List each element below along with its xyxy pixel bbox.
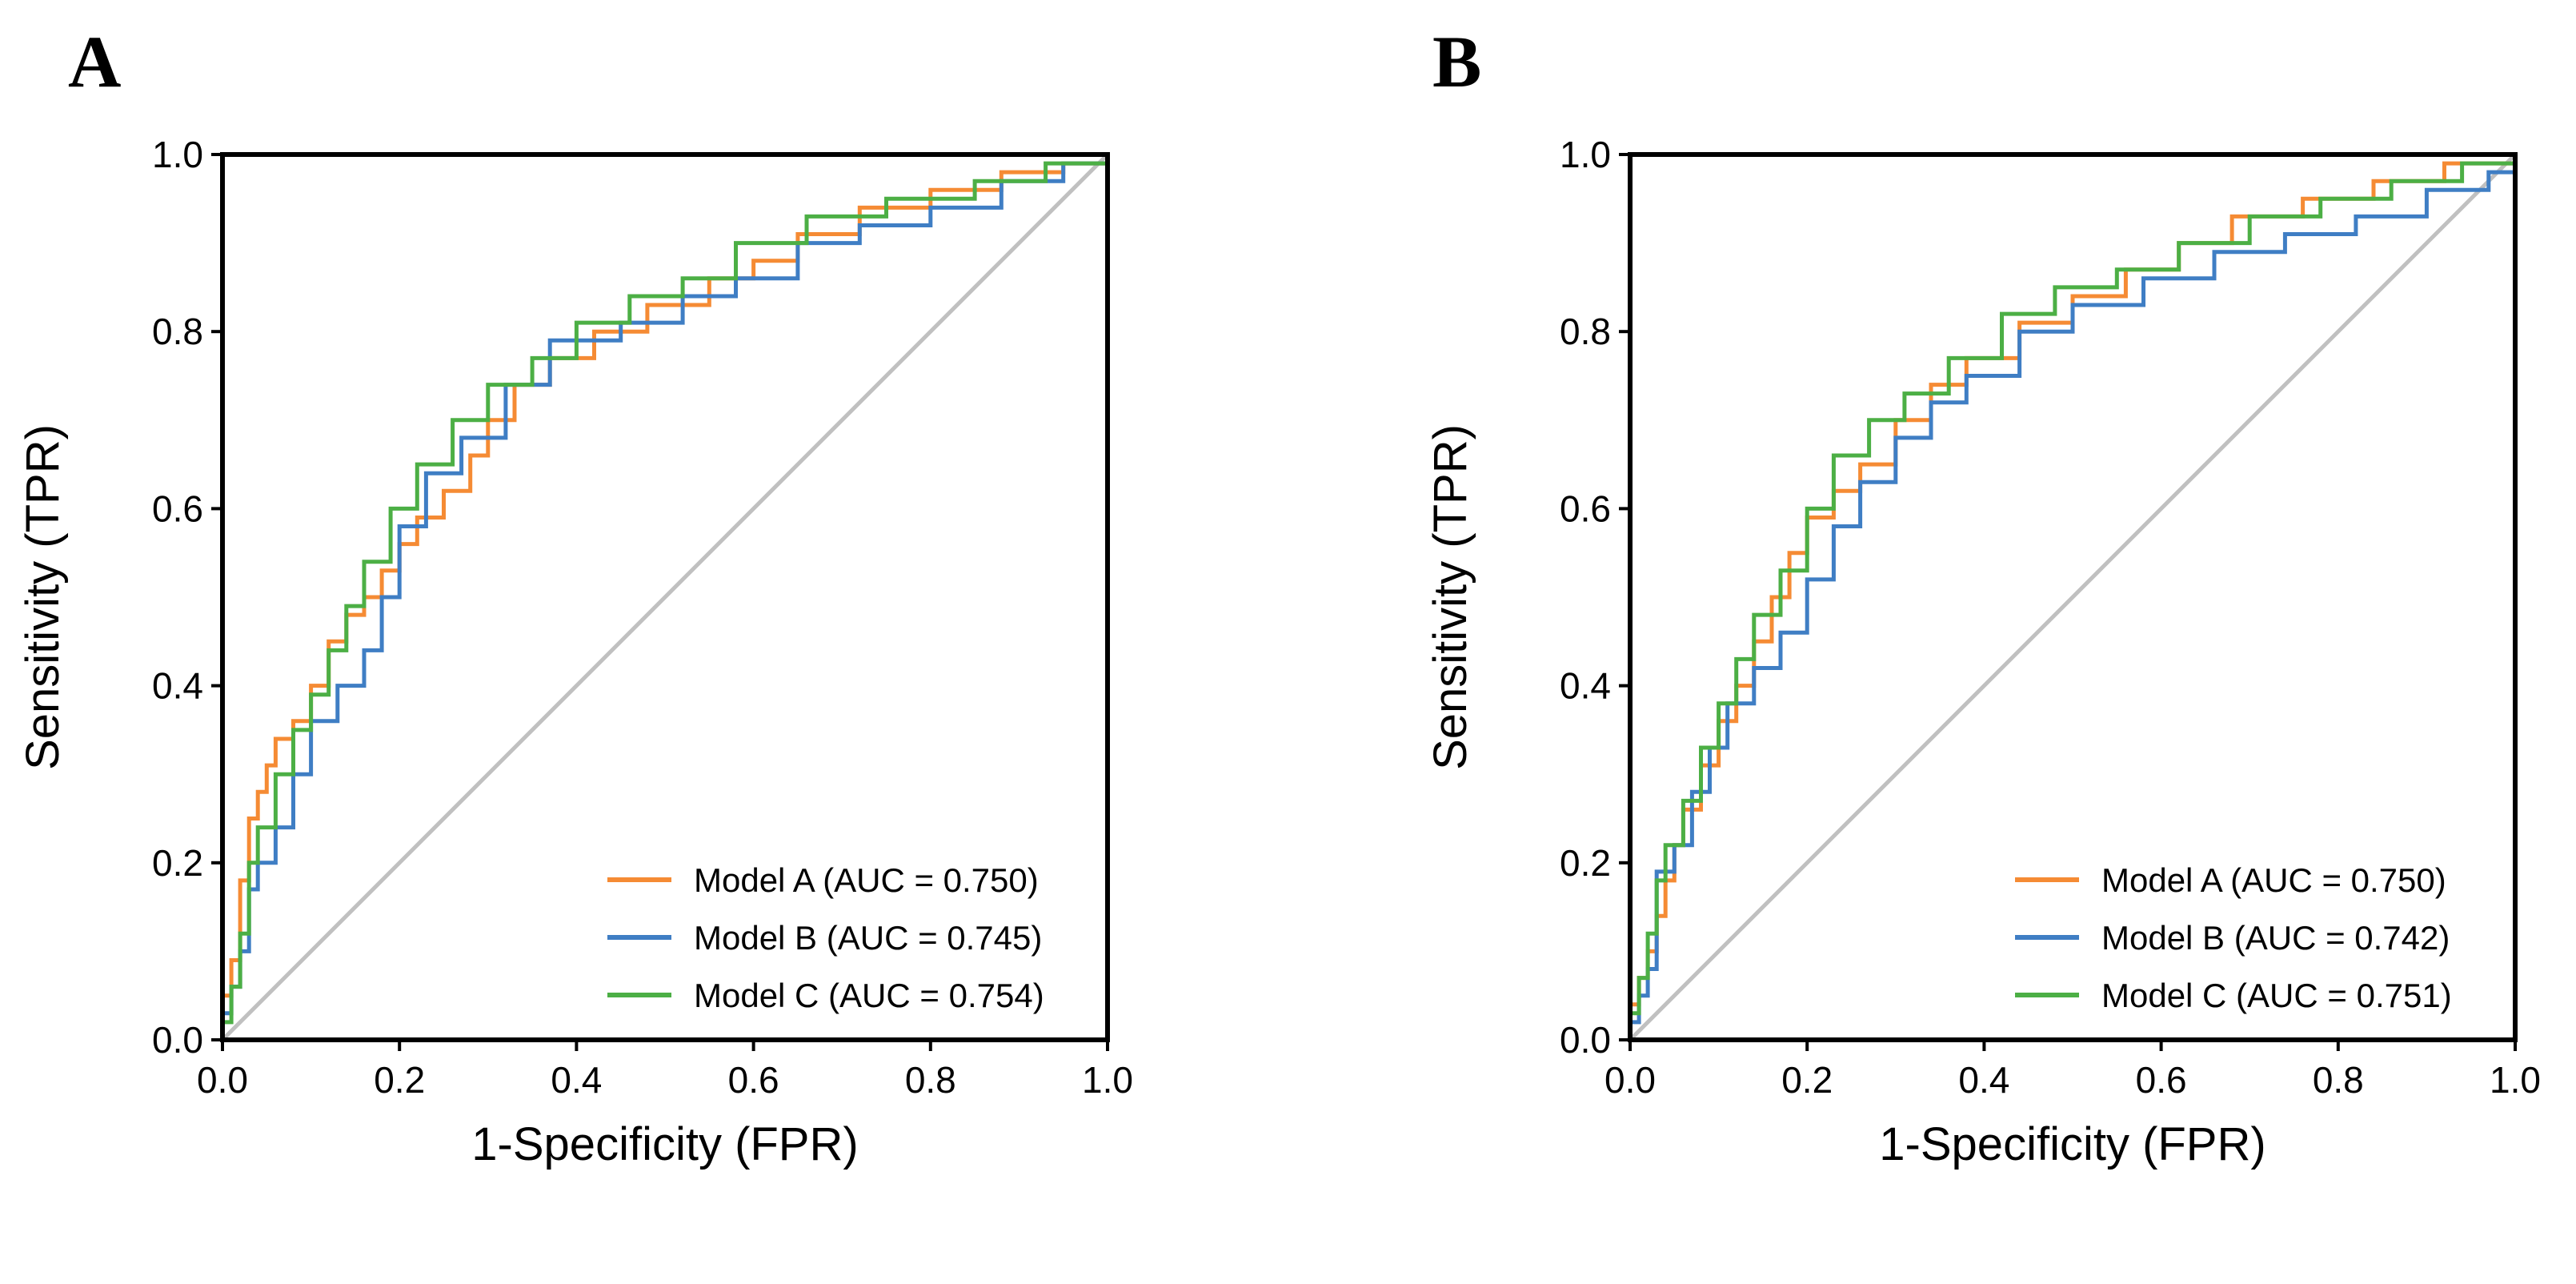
panel-letter-a: A — [68, 21, 121, 102]
legend-label: Model C (AUC = 0.754) — [694, 977, 1044, 1014]
legend-label: Model A (AUC = 0.750) — [2101, 861, 2446, 899]
y-tick-label: 1.0 — [152, 134, 203, 175]
roc-curve-b-series-3 — [1628, 154, 2518, 1040]
y-axis-title: Sensitivity (TPR) — [17, 424, 69, 770]
x-tick-label: 0.6 — [728, 1059, 779, 1101]
legend-a: Model A (AUC = 0.750) Model B (AUC = 0.74… — [607, 861, 1044, 1014]
legend-label: Model C (AUC = 0.751) — [2101, 977, 2452, 1014]
y-tick-label: 0.8 — [1560, 311, 1611, 352]
plot-frame-a — [220, 152, 1110, 1042]
x-tick-label: 0.0 — [1604, 1059, 1656, 1101]
y-tick-label: 0.0 — [1560, 1019, 1611, 1061]
roc-panel-b: B 0.0 0.2 0.4 0.6 0.8 1.0 0.0 0.2 0.4 0.6 0.8 1.0 1-S… — [1424, 21, 2541, 1170]
legend-b: Model A (AUC = 0.750) Model B (AUC = 0.74… — [2015, 861, 2452, 1014]
y-tick-label: 0.2 — [1560, 842, 1611, 884]
x-tick-label: 0.8 — [2313, 1059, 2364, 1101]
roc-panel-a: A 0.0 0.2 0.4 0.6 0.8 1.0 0.0 0.2 0.4 0.6 0.8 1.0 1-S… — [17, 21, 1133, 1170]
y-tick-label: 1.0 — [1560, 134, 1611, 175]
roc-curve-b-series-2 — [1628, 154, 2518, 1040]
y-tick-label: 0.2 — [152, 842, 203, 884]
y-axis-title: Sensitivity (TPR) — [1424, 424, 1476, 770]
y-tick-label: 0.6 — [152, 488, 203, 529]
plot-frame-b — [1628, 152, 2518, 1042]
x-tick-label: 0.8 — [905, 1059, 956, 1101]
y-tick-label: 0.6 — [1560, 488, 1611, 529]
roc-curve-a-series-2 — [220, 154, 1110, 1040]
x-tick-label: 0.0 — [197, 1059, 248, 1101]
x-axis-title: 1-Specificity (FPR) — [471, 1118, 858, 1170]
panel-letter-b: B — [1432, 21, 1481, 102]
x-tick-label: 0.6 — [2136, 1059, 2187, 1101]
y-tick-label: 0.0 — [152, 1019, 203, 1061]
x-tick-label: 0.2 — [374, 1059, 425, 1101]
x-tick-label: 0.4 — [551, 1059, 602, 1101]
roc-curve-a-series-3 — [220, 154, 1110, 1040]
legend-label: Model B (AUC = 0.745) — [694, 919, 1042, 957]
chance-diagonal-line — [1629, 153, 2517, 1041]
legend-label: Model A (AUC = 0.750) — [694, 861, 1039, 899]
y-tick-label: 0.4 — [1560, 665, 1611, 707]
x-tick-label: 1.0 — [1082, 1059, 1133, 1101]
x-tick-label: 0.4 — [1958, 1059, 2009, 1101]
x-axis-title: 1-Specificity (FPR) — [1879, 1118, 2266, 1170]
chance-diagonal-line — [221, 153, 1109, 1041]
legend-label: Model B (AUC = 0.742) — [2101, 919, 2450, 957]
y-tick-label: 0.8 — [152, 311, 203, 352]
x-tick-label: 0.2 — [1781, 1059, 1833, 1101]
y-tick-label: 0.4 — [152, 665, 203, 707]
x-tick-label: 1.0 — [2490, 1059, 2541, 1101]
